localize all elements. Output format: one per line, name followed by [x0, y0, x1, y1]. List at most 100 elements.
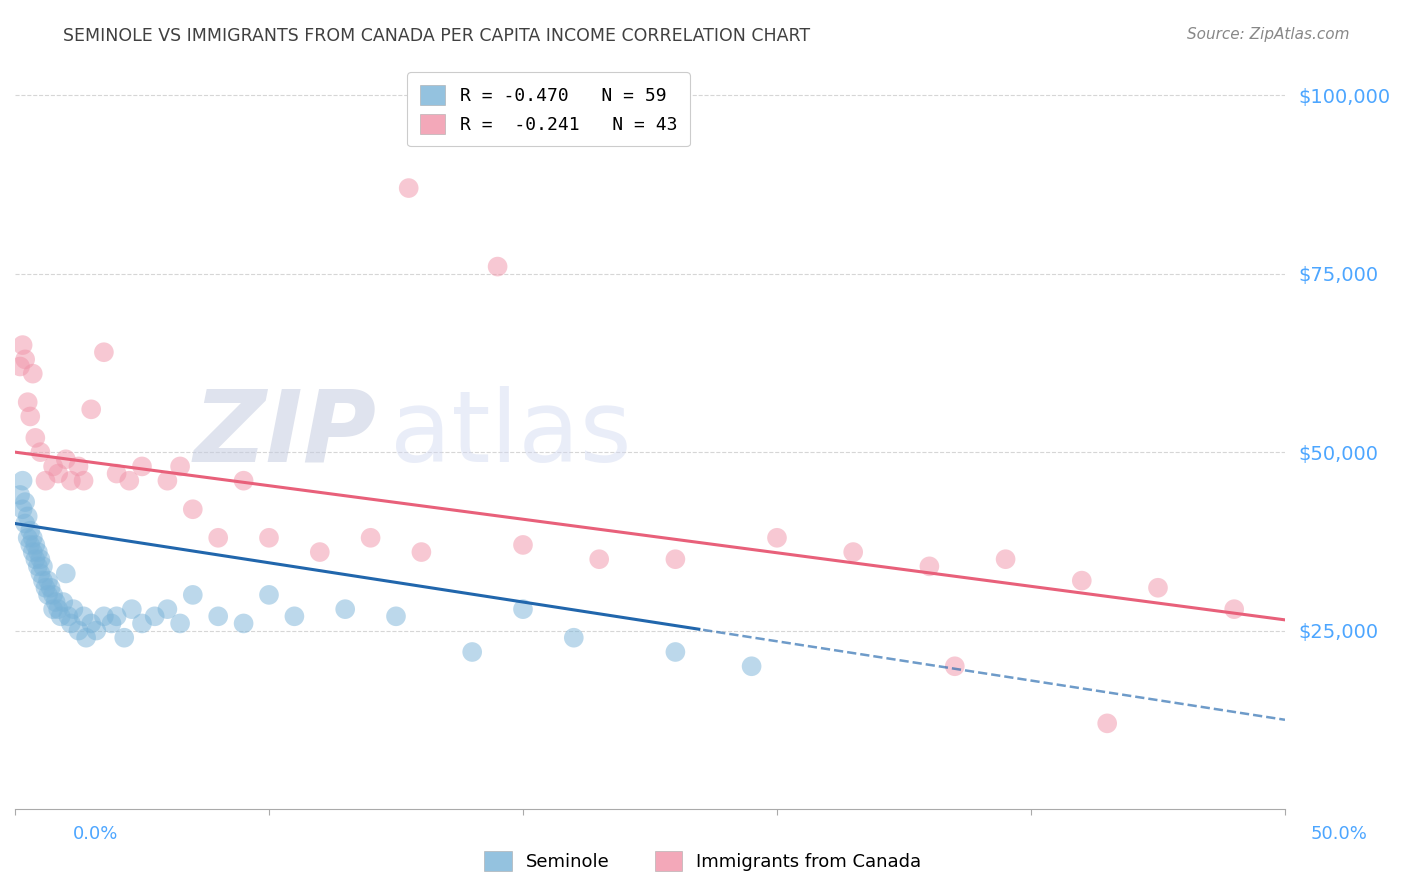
Point: [562, 631, 585, 645]
Text: 50.0%: 50.0%: [1310, 825, 1367, 843]
Point: [27, 545, 49, 559]
Point: [17, 531, 39, 545]
Point: [24, 538, 46, 552]
Point: [24, 552, 46, 566]
Point: [664, 645, 686, 659]
Point: [84, 624, 107, 638]
Point: [20, 409, 42, 424]
Point: [58, 609, 80, 624]
Point: [143, 609, 166, 624]
Point: [232, 616, 254, 631]
Point: [34, 581, 56, 595]
Point: [32, 574, 55, 588]
Point: [105, 467, 128, 481]
Point: [918, 559, 941, 574]
Text: ZIP: ZIP: [194, 386, 377, 483]
Point: [486, 260, 509, 274]
Point: [257, 531, 280, 545]
Point: [45, 595, 67, 609]
Point: [461, 645, 484, 659]
Point: [27, 559, 49, 574]
Point: [121, 602, 143, 616]
Point: [62, 602, 84, 616]
Point: [411, 545, 433, 559]
Legend: Seminole, Immigrants from Canada: Seminole, Immigrants from Canada: [477, 844, 929, 879]
Point: [156, 602, 179, 616]
Point: [34, 474, 56, 488]
Point: [943, 659, 966, 673]
Point: [67, 624, 90, 638]
Point: [72, 609, 94, 624]
Point: [207, 531, 229, 545]
Point: [1147, 581, 1170, 595]
Point: [59, 616, 82, 631]
Text: Source: ZipAtlas.com: Source: ZipAtlas.com: [1187, 27, 1350, 42]
Point: [32, 559, 55, 574]
Point: [30, 552, 52, 566]
Point: [112, 631, 135, 645]
Point: [1070, 574, 1092, 588]
Point: [52, 595, 75, 609]
Point: [49, 609, 72, 624]
Point: [11, 474, 34, 488]
Point: [118, 474, 141, 488]
Point: [994, 552, 1017, 566]
Point: [39, 581, 62, 595]
Point: [11, 502, 34, 516]
Point: [55, 452, 77, 467]
Point: [512, 602, 534, 616]
Point: [67, 459, 90, 474]
Point: [283, 609, 305, 624]
Point: [21, 545, 44, 559]
Point: [512, 538, 534, 552]
Text: atlas: atlas: [389, 386, 631, 483]
Point: [37, 588, 59, 602]
Point: [335, 602, 357, 616]
Point: [75, 631, 97, 645]
Point: [93, 609, 115, 624]
Point: [72, 474, 94, 488]
Point: [42, 588, 65, 602]
Point: [42, 602, 65, 616]
Point: [1095, 716, 1118, 731]
Point: [24, 431, 46, 445]
Point: [398, 181, 420, 195]
Point: [17, 395, 39, 409]
Point: [131, 616, 153, 631]
Point: [842, 545, 865, 559]
Point: [169, 616, 191, 631]
Point: [14, 495, 37, 509]
Point: [21, 367, 44, 381]
Point: [14, 352, 37, 367]
Point: [21, 531, 44, 545]
Point: [8, 359, 31, 374]
Point: [169, 459, 191, 474]
Point: [20, 524, 42, 538]
Point: [385, 609, 408, 624]
Legend: R = -0.470   N = 59, R =  -0.241   N = 43: R = -0.470 N = 59, R = -0.241 N = 43: [408, 72, 690, 146]
Point: [8, 488, 31, 502]
Point: [664, 552, 686, 566]
Point: [59, 474, 82, 488]
Point: [207, 609, 229, 624]
Point: [156, 474, 179, 488]
Point: [80, 616, 103, 631]
Point: [37, 574, 59, 588]
Point: [181, 588, 204, 602]
Point: [55, 566, 77, 581]
Point: [105, 609, 128, 624]
Point: [20, 538, 42, 552]
Point: [181, 502, 204, 516]
Point: [1223, 602, 1246, 616]
Point: [100, 616, 122, 631]
Point: [308, 545, 330, 559]
Point: [46, 467, 69, 481]
Point: [257, 588, 280, 602]
Point: [30, 566, 52, 581]
Point: [17, 509, 39, 524]
Point: [46, 602, 69, 616]
Point: [42, 459, 65, 474]
Point: [11, 338, 34, 352]
Text: SEMINOLE VS IMMIGRANTS FROM CANADA PER CAPITA INCOME CORRELATION CHART: SEMINOLE VS IMMIGRANTS FROM CANADA PER C…: [63, 27, 810, 45]
Point: [360, 531, 382, 545]
